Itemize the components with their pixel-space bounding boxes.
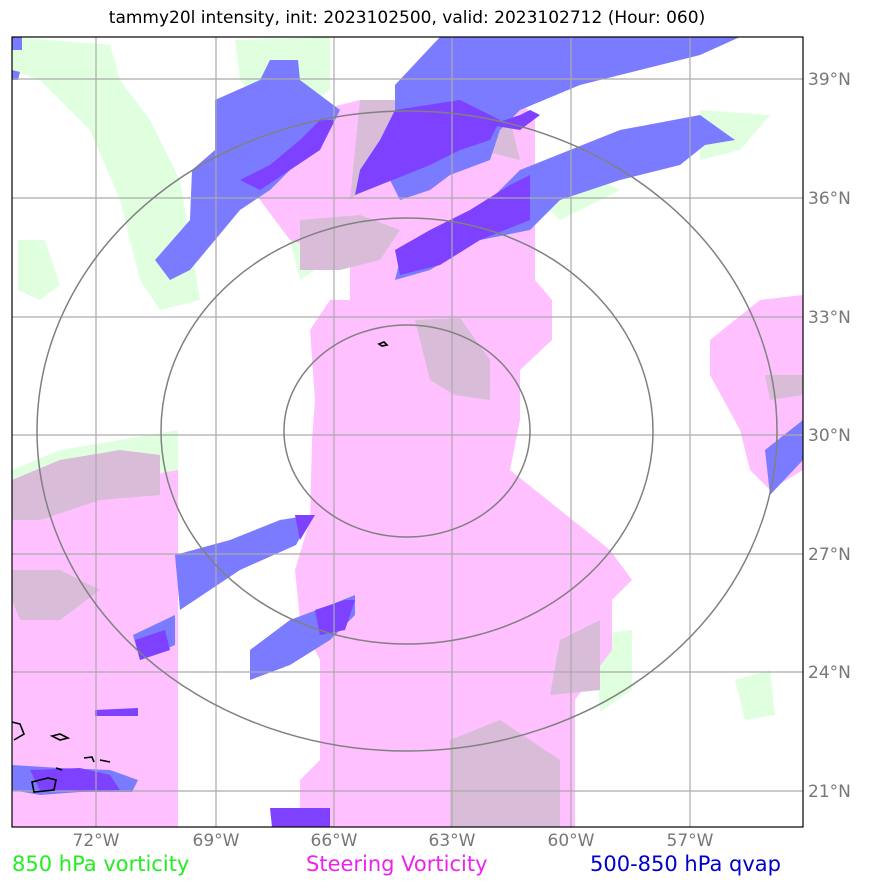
lon-tick: 69°W: [193, 831, 240, 851]
range-ring-inner: [283, 324, 531, 538]
legend-qvap: 500-850 hPa qvap: [590, 852, 781, 876]
lat-tick: 39°N: [808, 70, 851, 90]
lat-tick: 33°N: [808, 308, 851, 328]
lat-tick: 36°N: [808, 189, 851, 209]
island-small-d: [55, 767, 63, 771]
island-small-c: [99, 759, 111, 763]
lat-tick: 30°N: [808, 426, 851, 446]
island-small-a: [49, 733, 71, 741]
range-ring-middle: [160, 217, 654, 645]
lat-tick: 24°N: [808, 663, 851, 683]
lon-tick: 72°W: [73, 831, 120, 851]
map-frame: [11, 36, 804, 828]
steering-vorticity-shading: [12, 100, 803, 827]
legend-850hpa-vorticity: 850 hPa vorticity: [12, 852, 190, 876]
lon-tick: 60°W: [548, 831, 595, 851]
island-west: [12, 721, 25, 741]
range-ring-outer: [36, 110, 778, 752]
graticule: [12, 37, 803, 827]
legend-steering-vorticity: Steering Vorticity: [306, 852, 488, 876]
qvap-strong-shading: [30, 100, 540, 827]
island-small-b: [83, 756, 95, 763]
island-bermuda: [377, 341, 389, 347]
coastlines: [12, 341, 389, 793]
lon-tick: 66°W: [311, 831, 358, 851]
longitude-ticks: 72°W 69°W 66°W 63°W 60°W 57°W: [73, 831, 714, 851]
lon-tick: 57°W: [667, 831, 714, 851]
range-rings: [36, 110, 778, 752]
lat-tick: 27°N: [808, 545, 851, 565]
island-puerto-rico: [31, 777, 57, 793]
lon-tick: 63°W: [429, 831, 476, 851]
map-title: tammy20l intensity, init: 2023102500, va…: [108, 8, 706, 28]
lat-tick: 21°N: [808, 782, 851, 802]
latitude-ticks: 39°N 36°N 33°N 30°N 27°N 24°N 21°N: [808, 70, 851, 802]
